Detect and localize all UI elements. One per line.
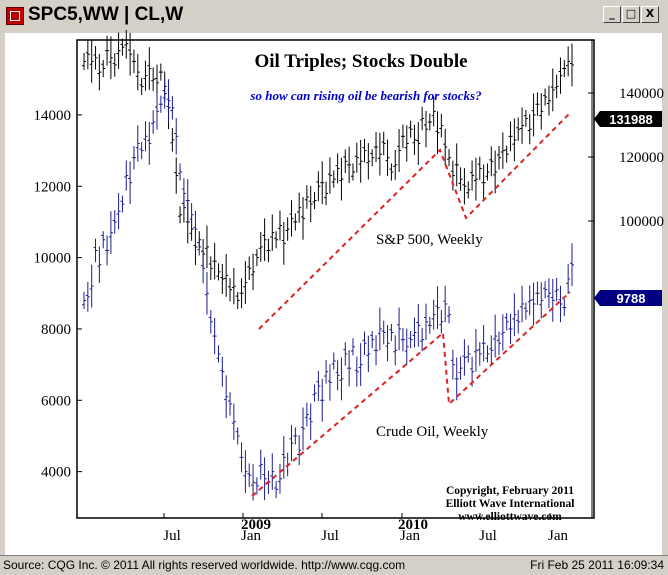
chart-area: Oil Triples; Stocks Double so how can ri…	[0, 30, 668, 555]
sp500-series-label: S&P 500, Weekly	[376, 232, 483, 248]
left-tick-label: 10000	[34, 251, 72, 267]
x-tick-label: Jul	[479, 528, 497, 544]
left-tick-label: 8000	[41, 322, 71, 338]
copyright-line-3: www.elliottwave.com	[458, 511, 562, 523]
year-label-2009: 2009	[241, 517, 271, 533]
sp500-trendline	[258, 112, 571, 330]
chart-title: Oil Triples; Stocks Double	[254, 51, 467, 72]
window-title: SPC5,WW | CL,W	[28, 4, 184, 25]
crude-last-value: 9788	[617, 291, 646, 306]
left-tick-label: 14000	[34, 108, 72, 124]
x-tick-label: Jan	[548, 528, 568, 544]
chart-subtitle: so how can rising oil be bearish for sto…	[249, 88, 482, 103]
app-icon	[6, 7, 24, 25]
crude-oil-series	[82, 78, 574, 501]
maximize-button[interactable]: □	[622, 6, 640, 23]
copyright-line-1: Copyright, February 2011	[446, 485, 574, 497]
crude-badge-shape	[594, 290, 662, 306]
x-axis-ticks: Jul Jan Jul Jan Jul Jan	[163, 513, 568, 544]
year-label-2010: 2010	[398, 517, 428, 533]
right-tick-label: 140000	[619, 86, 664, 102]
plot-frame	[76, 39, 595, 519]
crude-series-label: Crude Oil, Weekly	[376, 424, 489, 440]
x-tick-label: Jan	[241, 528, 261, 544]
close-button[interactable]: X	[641, 6, 659, 23]
x-tick-label: Jul	[321, 528, 339, 544]
window-titlebar: SPC5,WW | CL,W _ □ X	[0, 0, 668, 30]
right-tick-label: 120000	[619, 150, 664, 166]
status-bar: Source: CQG Inc. © 2011 All rights reser…	[0, 555, 668, 575]
left-tick-label: 12000	[34, 179, 72, 195]
right-axis-ticks: 100000 120000 140000	[588, 86, 664, 230]
status-source: Source: CQG Inc. © 2011 All rights reser…	[3, 558, 406, 572]
trendlines	[251, 112, 571, 497]
right-tick-label: 100000	[619, 214, 664, 230]
status-datetime: Fri Feb 25 2011 16:09:34	[530, 558, 664, 572]
left-axis-ticks: 4000 6000 8000 10000 12000 14000	[34, 108, 82, 481]
crude-last-value-badge: 9788	[594, 290, 662, 306]
copyright-line-2: Elliott Wave International	[446, 498, 575, 510]
sp500-badge-shape	[594, 111, 662, 127]
sp500-last-value-badge: 131988	[594, 111, 662, 127]
minimize-button[interactable]: _	[603, 6, 621, 23]
x-tick-label: Jul	[163, 528, 181, 544]
left-tick-label: 6000	[41, 393, 71, 409]
x-tick-label: Jan	[400, 528, 420, 544]
sp500-last-value: 131988	[609, 112, 652, 127]
left-tick-label: 4000	[41, 465, 71, 481]
